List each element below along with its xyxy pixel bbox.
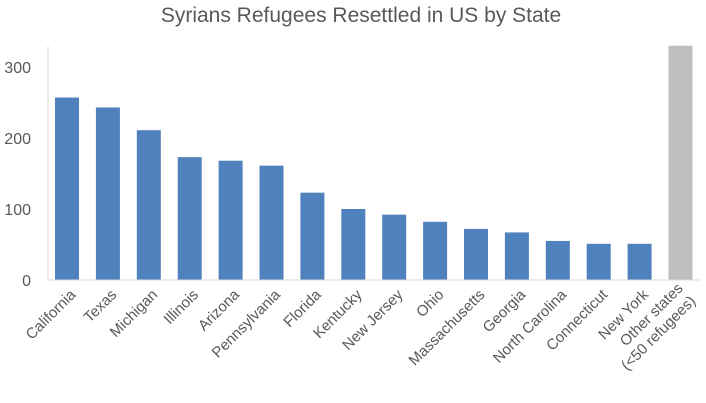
y-tick-label: 300 [4,60,31,77]
bar-illinois [177,157,202,280]
bar-arizona [218,160,243,280]
bar-pennsylvania [259,165,284,280]
y-tick-label: 0 [22,273,31,290]
bar-new-jersey [382,214,407,280]
x-tick-label-line: California [23,286,80,343]
bar-north-carolina [545,240,570,280]
x-tick-label-line: Ohio [413,286,447,320]
bar-michigan [136,130,161,280]
y-tick-label: 100 [4,202,31,219]
bar-ohio [423,221,448,280]
bar-california [55,97,79,280]
bar-massachusetts [464,228,488,280]
bar-connecticut [586,243,611,280]
bar-new-york [627,243,652,280]
x-tick-label: California [23,286,80,343]
bar-georgia [504,232,529,280]
bar-kentucky [341,209,366,280]
chart-title: Syrians Refugees Resettled in US by Stat… [161,4,561,27]
bar-texas [95,107,120,280]
bar-other-states-50-refugees- [668,45,693,281]
bar-florida [300,192,325,280]
y-tick-label: 200 [4,131,31,148]
x-tick-label: Ohio [413,286,447,320]
